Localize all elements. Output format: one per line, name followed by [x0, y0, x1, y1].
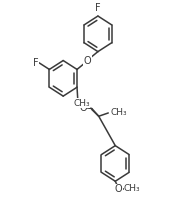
- Text: F: F: [33, 58, 39, 68]
- Text: O: O: [115, 184, 122, 194]
- Text: CH₃: CH₃: [110, 108, 127, 117]
- Text: F: F: [95, 3, 101, 12]
- Text: O: O: [79, 103, 87, 112]
- Text: CH₃: CH₃: [74, 99, 90, 108]
- Text: O: O: [84, 55, 91, 66]
- Text: CH₃: CH₃: [124, 185, 141, 193]
